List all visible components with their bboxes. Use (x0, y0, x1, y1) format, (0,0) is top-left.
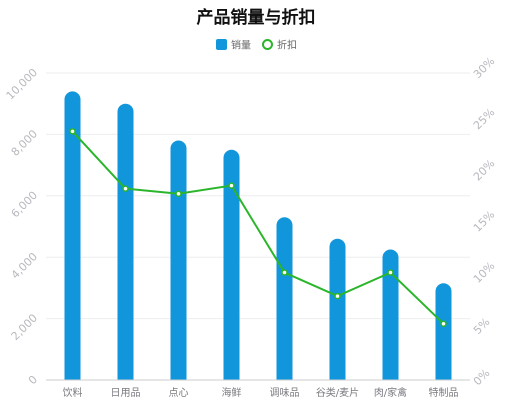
discount-point[interactable] (334, 292, 341, 300)
left-tick-label: 0 (26, 373, 40, 387)
legend-line-label[interactable]: 折扣 (277, 39, 297, 52)
right-tick-label: 25% (471, 106, 497, 132)
right-tick-label: 0% (471, 367, 493, 389)
category-label: 谷类/麦片 (316, 386, 359, 399)
discount-point[interactable] (281, 269, 288, 276)
bar[interactable] (64, 91, 81, 381)
discount-point[interactable] (122, 185, 129, 192)
discount-line (71, 130, 445, 325)
left-tick-label: 8,000 (9, 127, 40, 158)
line-series (69, 128, 447, 327)
right-axis: 0% 5% 10% 15% 20% 25% 30% (471, 55, 497, 388)
bar[interactable] (435, 283, 452, 380)
right-tick-label: 10% (471, 259, 497, 285)
right-tick-label: 20% (471, 157, 497, 183)
legend: 销量 折扣 (216, 39, 297, 52)
left-tick-label: 6,000 (9, 189, 40, 220)
bar[interactable] (117, 103, 134, 380)
discount-point[interactable] (69, 128, 76, 135)
chart-title: 产品销量与折扣 (197, 7, 316, 28)
category-label: 点心 (169, 387, 189, 399)
bar[interactable] (170, 140, 187, 380)
legend-line-swatch[interactable] (262, 39, 273, 50)
category-label: 特制品 (429, 386, 459, 399)
discount-point[interactable] (440, 320, 447, 327)
category-label: 海鲜 (222, 386, 242, 399)
right-tick-label: 30% (471, 55, 497, 81)
legend-bar-swatch[interactable] (216, 39, 227, 50)
left-tick-label: 10,000 (4, 66, 40, 102)
legend-bar-label[interactable]: 销量 (231, 39, 251, 52)
right-tick-label: 5% (471, 315, 493, 337)
gridlines (46, 72, 470, 381)
category-label: 饮料 (63, 386, 83, 399)
left-tick-label: 4,000 (9, 250, 40, 281)
right-tick-label: 15% (471, 208, 497, 234)
bar[interactable] (276, 217, 293, 380)
category-label: 肉/家禽 (374, 386, 407, 399)
discount-point[interactable] (387, 269, 394, 276)
bar-series (64, 91, 452, 381)
discount-point[interactable] (175, 190, 182, 198)
category-label: 调味品 (270, 387, 300, 399)
bar[interactable] (329, 238, 346, 380)
bar[interactable] (382, 249, 399, 380)
left-tick-label: 2,000 (9, 312, 40, 343)
category-label: 日用品 (111, 387, 141, 399)
bar[interactable] (223, 149, 240, 380)
left-axis: 0 2,000 4,000 6,000 8,000 10,000 (4, 66, 40, 387)
x-axis: 饮料 日用品 点心 海鲜 调味品 谷类/麦片 肉/家禽 特制品 (46, 379, 470, 399)
discount-point[interactable] (228, 182, 235, 189)
